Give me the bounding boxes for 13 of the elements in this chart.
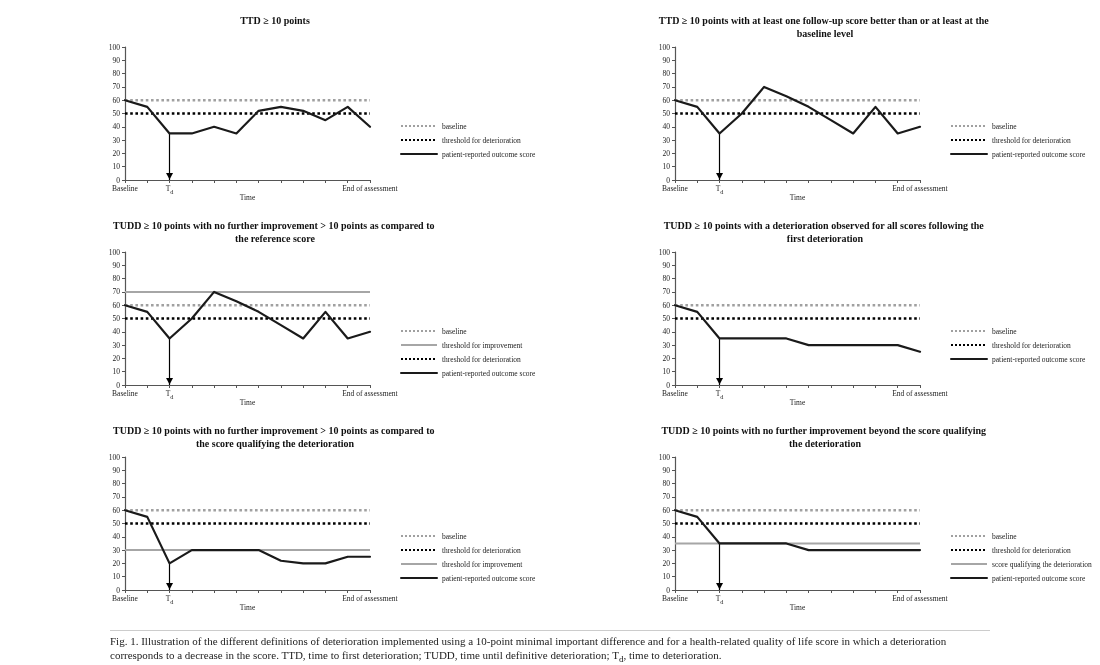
line-series [673, 509, 922, 552]
chart-title: TTD ≥ 10 points [240, 15, 310, 26]
line-series [673, 304, 922, 353]
chart-title: TUDD ≥ 10 points with no further improvement > 10 points as compared to the score qualifying the deterioration [113, 425, 437, 449]
line-series [123, 509, 372, 565]
chart-title: TUDD ≥ 10 points with no further improvement beyond the score qualifying the deterioration [661, 425, 989, 449]
line-series [123, 290, 372, 340]
line-series [673, 85, 922, 135]
chart-title: TUDD ≥ 10 points with a deterioration observed for all scores following the first deterioration [663, 220, 987, 244]
caption: Fig. 1. Illustration of the different definitions of deterioration implemented using a 10-point minimal important difference and for a health-related quality of life score in which a deterioration corresponds to a decrease in the score. TTD, time to first deterioration; TUDD, time until definitive deterioration; T$_{d}$, time to deterioration. [110, 634, 948, 665]
chart-title: TTD ≥ 10 points with at least one follow-up score better than or at least at the baseline level [658, 15, 992, 39]
line-series [123, 99, 372, 135]
chart-title: TUDD ≥ 10 points with no further improvement > 10 points as compared to the reference score [113, 220, 437, 244]
